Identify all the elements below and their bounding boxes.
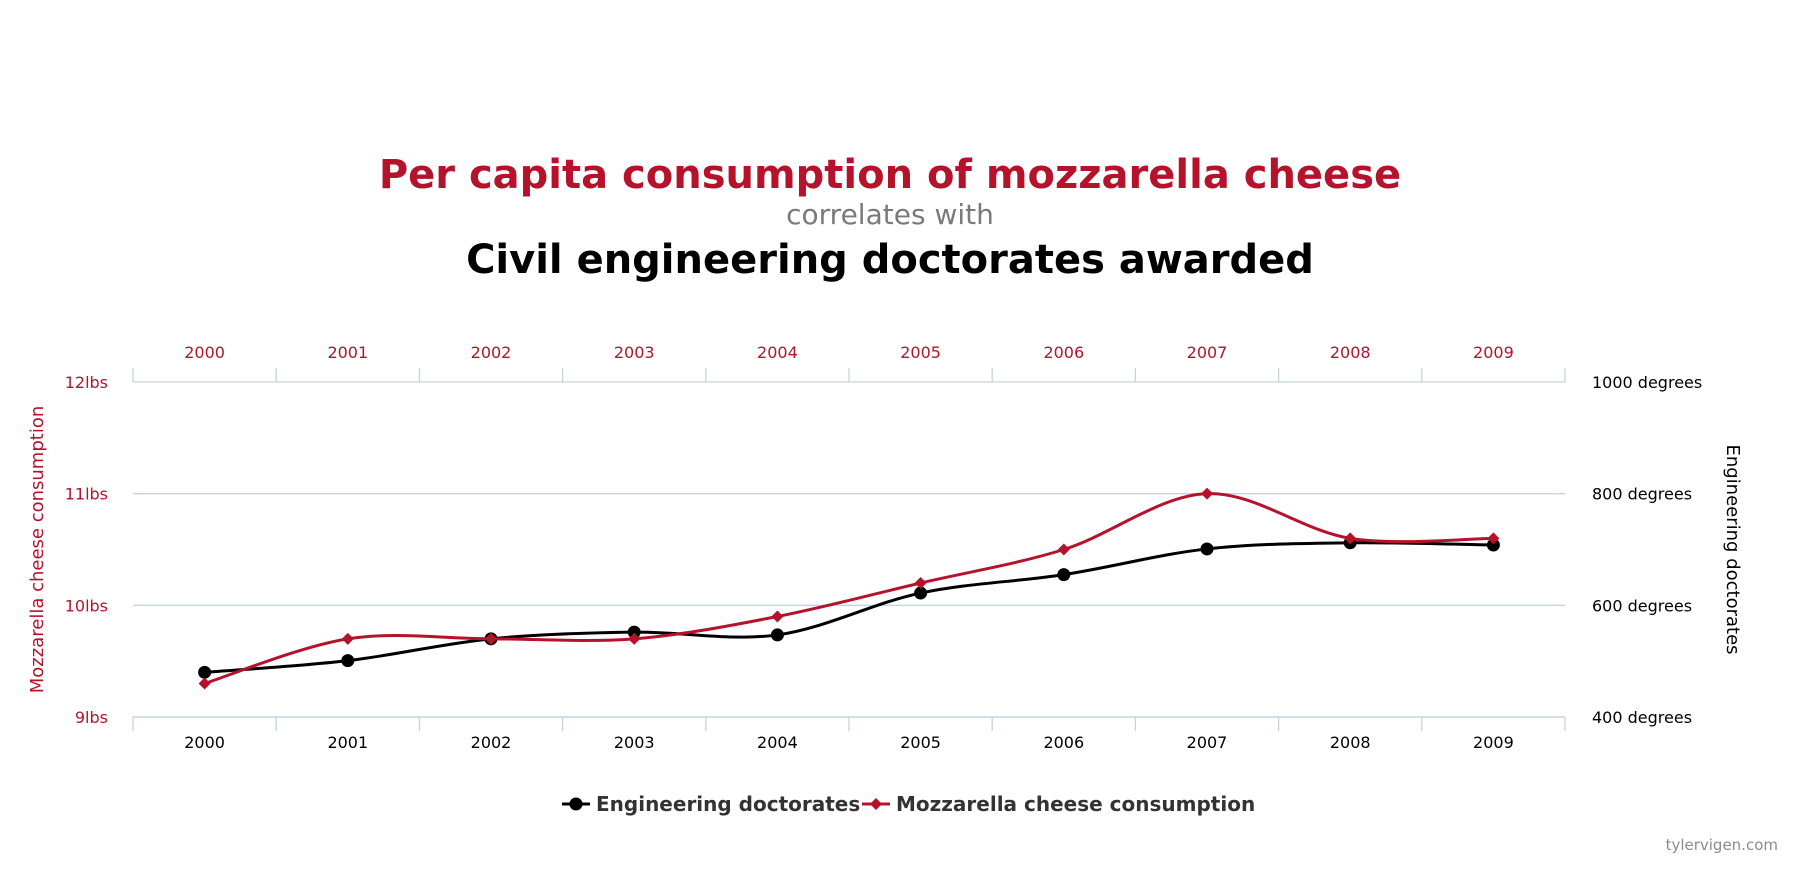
x-tick-label-bottom: 2003	[614, 733, 655, 752]
data-point-doctorates	[1057, 568, 1071, 582]
x-tick-label-top: 2007	[1187, 343, 1228, 362]
data-point-doctorates	[341, 654, 355, 668]
data-point-cheese	[771, 610, 784, 623]
x-tick-label-top: 2003	[614, 343, 655, 362]
x-tick-label-bottom: 2005	[900, 733, 941, 752]
x-tick-label-bottom: 2006	[1043, 733, 1084, 752]
data-point-doctorates	[770, 628, 784, 642]
y-left-tick-label: 10lbs	[65, 596, 108, 615]
y-right-axis-title: Engineering doctorates	[1722, 444, 1743, 654]
chart-subtitle: Civil engineering doctorates awarded	[466, 237, 1314, 283]
x-tick-label-bottom: 2007	[1187, 733, 1228, 752]
y-right-tick-label: 1000 degrees	[1592, 373, 1702, 392]
chart-titles: Per capita consumption of mozzarella che…	[0, 150, 1780, 286]
x-tick-label-bottom: 2002	[471, 733, 512, 752]
data-point-cheese	[628, 632, 641, 645]
x-tick-label-bottom: 2009	[1473, 733, 1514, 752]
data-point-cheese	[1201, 487, 1213, 500]
x-tick-label-bottom: 2004	[757, 733, 798, 752]
legend-label-doctorates: Engineering doctorates	[596, 792, 860, 816]
data-point-cheese	[485, 632, 497, 645]
x-tick-label-top: 2002	[471, 343, 512, 362]
data-point-cheese	[1057, 543, 1070, 556]
data-point-doctorates	[1486, 538, 1500, 552]
legend-marker-cheese	[870, 798, 882, 810]
y-right-tick-label: 800 degrees	[1592, 485, 1692, 504]
data-point-cheese	[198, 677, 211, 690]
legend-label-cheese: Mozzarella cheese consumption	[896, 792, 1255, 816]
legend-marker-doctorates	[569, 797, 583, 811]
x-tick-label-top: 2006	[1043, 343, 1084, 362]
x-tick-label-top: 2004	[757, 343, 798, 362]
chart-connector: correlates with	[786, 198, 994, 231]
y-left-tick-label: 11lbs	[65, 485, 108, 504]
y-left-tick-label: 12lbs	[65, 373, 108, 392]
x-tick-label-top: 2000	[184, 343, 225, 362]
credit-text: tylervigen.com	[1665, 836, 1778, 854]
y-right-tick-label: 600 degrees	[1592, 596, 1692, 615]
data-point-cheese	[1344, 532, 1357, 545]
y-left-tick-label: 9lbs	[75, 708, 108, 727]
data-point-cheese	[1487, 532, 1500, 545]
x-tick-label-bottom: 2001	[327, 733, 368, 752]
data-point-doctorates	[1200, 542, 1214, 556]
x-tick-label-top: 2009	[1473, 343, 1514, 362]
x-tick-label-bottom: 2000	[184, 733, 225, 752]
data-point-cheese	[341, 632, 354, 645]
series-line-doctorates	[204, 541, 1494, 674]
x-tick-label-top: 2001	[327, 343, 368, 362]
data-point-cheese	[914, 577, 927, 589]
chart-title: Per capita consumption of mozzarella che…	[378, 152, 1402, 198]
y-left-axis-title: Mozzarella cheese consumption	[27, 406, 48, 693]
x-tick-label-bottom: 2008	[1330, 733, 1371, 752]
x-tick-label-top: 2005	[900, 343, 941, 362]
series-line-cheese	[204, 492, 1494, 685]
data-point-doctorates	[198, 665, 212, 679]
data-point-doctorates	[914, 586, 928, 600]
y-right-tick-label: 400 degrees	[1592, 708, 1692, 727]
data-point-doctorates	[627, 625, 641, 639]
x-tick-label-top: 2008	[1330, 343, 1371, 362]
